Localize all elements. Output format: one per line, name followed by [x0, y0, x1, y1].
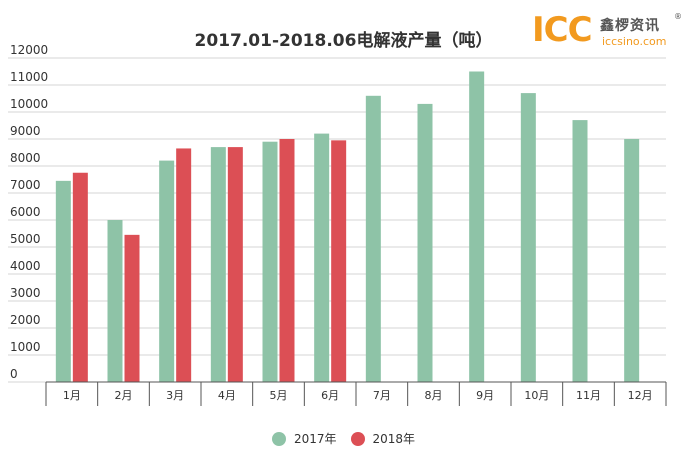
bar-2017年-1月 — [55, 180, 71, 382]
y-tick-label: 9000 — [10, 124, 41, 138]
x-tick-label: 1月 — [63, 389, 81, 402]
bar-2018年-2月 — [124, 234, 140, 382]
bar-2018年-3月 — [176, 148, 192, 382]
logo-name: 鑫椤资讯 — [600, 18, 660, 34]
x-tick-label: 11月 — [576, 389, 601, 402]
x-tick-label: 4月 — [218, 389, 236, 402]
x-tick-label: 6月 — [321, 389, 339, 402]
legend-swatch-2017 — [271, 431, 286, 446]
bar-2018年-1月 — [72, 172, 88, 382]
legend: 2017年 2018年 — [0, 430, 687, 447]
legend-swatch-2018 — [350, 431, 365, 446]
x-tick-label: 2月 — [115, 389, 133, 402]
chart-title: 2017.01-2018.06电解液产量（吨） — [194, 31, 493, 51]
legend-item-2018[interactable]: 2018年 — [350, 430, 416, 447]
bar-2017年-10月 — [520, 93, 536, 382]
x-tick-label: 5月 — [270, 389, 288, 402]
bar-2017年-9月 — [469, 71, 485, 382]
y-tick-label: 5000 — [10, 232, 41, 246]
x-tick-label: 8月 — [425, 389, 443, 402]
bars — [55, 71, 640, 383]
x-tick-label: 3月 — [166, 389, 184, 402]
y-tick-label: 7000 — [10, 178, 41, 192]
bar-2017年-8月 — [417, 103, 433, 383]
y-tick-label: 6000 — [10, 205, 41, 219]
x-tick-label: 10月 — [524, 389, 549, 402]
y-tick-label: 3000 — [10, 286, 41, 300]
y-tick-label: 2000 — [10, 313, 41, 327]
bar-2017年-2月 — [107, 220, 123, 382]
bar-2018年-5月 — [279, 139, 295, 382]
bar-2017年-12月 — [624, 139, 640, 382]
bar-2018年-6月 — [331, 140, 347, 382]
legend-label-2017: 2017年 — [293, 432, 337, 446]
y-tick-label: 11000 — [10, 70, 48, 84]
y-tick-label: 12000 — [10, 43, 48, 57]
bar-2017年-5月 — [262, 141, 278, 382]
axes: 0 1000 2000 3000 4000 5000 6000 7000 8000 9000 100… — [10, 43, 667, 406]
bar-2017年-7月 — [365, 95, 381, 383]
bar-2017年-11月 — [572, 120, 588, 382]
x-tick-label: 9月 — [476, 389, 494, 402]
y-tick-label: 4000 — [10, 259, 41, 273]
logo-url: iccsino.com — [602, 35, 667, 48]
y-tick-label: 8000 — [10, 151, 41, 165]
legend-label-2018: 2018年 — [372, 432, 416, 446]
bar-2018年-4月 — [227, 147, 243, 382]
y-tick-label: 1000 — [10, 340, 41, 354]
x-tick-label: 7月 — [373, 389, 391, 402]
logo-mark: ICC — [532, 10, 593, 50]
registered-mark: ® — [674, 12, 682, 21]
brand-logo: ICC 鑫椤资讯 ® iccsino.com — [532, 10, 682, 52]
x-tick-label: 12月 — [628, 389, 653, 402]
y-tick-label: 10000 — [10, 97, 48, 111]
bar-2017年-4月 — [210, 147, 226, 382]
bar-2017年-6月 — [314, 133, 330, 382]
bar-2017年-3月 — [159, 160, 175, 382]
legend-item-2017[interactable]: 2017年 — [271, 430, 337, 447]
y-tick-label: 0 — [10, 367, 18, 381]
